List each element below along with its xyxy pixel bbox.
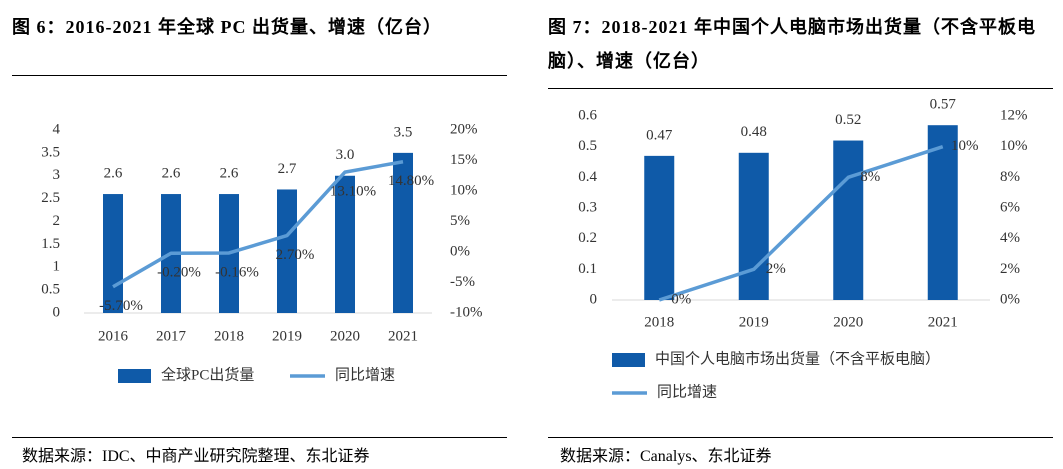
y-tick-label: 0.4: [578, 169, 597, 185]
data-label: 2.6: [220, 165, 239, 181]
y2-tick-label: -10%: [450, 304, 483, 320]
data-label: 3.0: [336, 147, 355, 163]
y2-tick-label: 0%: [450, 243, 470, 259]
y-tick-label: 0.3: [578, 199, 597, 215]
data-label: 0.48: [741, 124, 767, 140]
y2-tick-label: 8%: [1000, 169, 1020, 185]
x-tick-label: 2020: [330, 328, 360, 344]
x-tick-label: 2018: [214, 328, 244, 344]
data-label: 2.70%: [276, 247, 315, 263]
legend-swatch: [118, 369, 151, 383]
source-rule: [12, 437, 507, 438]
data-label: 2.7: [278, 161, 297, 177]
legend-label: 中国个人电脑市场出货量（不含平板电脑）: [655, 349, 940, 367]
data-label: 10%: [951, 138, 979, 154]
y-tick-label: 0.1: [578, 261, 597, 277]
y2-tick-label: 5%: [450, 213, 470, 229]
data-label: 2%: [766, 261, 786, 277]
data-label: -0.20%: [157, 265, 201, 281]
legend-swatch: [612, 353, 645, 367]
data-label: 0.52: [835, 112, 861, 128]
line: [658, 145, 944, 302]
x-tick-label: 2021: [388, 328, 418, 344]
data-label: 2.6: [162, 165, 181, 181]
y-tick-label: 2: [53, 213, 61, 229]
y2-tick-label: 2%: [1000, 261, 1020, 277]
bar: [393, 152, 413, 313]
y-tick-label: 0: [590, 291, 598, 307]
source-rule: [548, 437, 1053, 438]
data-label: 3.5: [394, 124, 413, 140]
y-tick-label: 1.5: [41, 236, 60, 252]
y2-tick-label: 6%: [1000, 199, 1020, 215]
data-label: 14.80%: [388, 173, 434, 189]
chart: 0 0.1 0.2 0.3 0.4 0.5 0.6 0% 2% 4% 6% 8% 10% 12% 2018 2…: [578, 97, 1028, 401]
data-label: 0%: [671, 291, 691, 307]
y-tick-label: 3.5: [41, 144, 60, 160]
bar: [738, 152, 769, 300]
data-label: 2.6: [104, 165, 123, 181]
x-tick-label: 2020: [833, 314, 863, 330]
y-tick-label: 0.5: [578, 138, 597, 154]
y2-tick-label: 15%: [450, 152, 478, 168]
y2-tick-label: 0%: [1000, 291, 1020, 307]
chart: 0 0.5 1 1.5 2 2.5 3 3.5 4 -10% -5% 0% 5% 10% 15% 20% 201…: [41, 121, 483, 383]
source: 数据来源：IDC、中商产业研究院整理、东北证券: [22, 448, 370, 465]
data-label: -0.16%: [215, 264, 259, 280]
data-label: 8%: [860, 169, 880, 185]
bar: [833, 140, 864, 300]
data-label: -5.70%: [99, 298, 143, 314]
y2-tick-label: 20%: [450, 121, 478, 137]
x-tick-label: 2018: [644, 314, 674, 330]
y-tick-label: 0.2: [578, 230, 597, 246]
chart-title: 图 6：2016-2021 年全球 PC 出货量、增速（亿台）: [12, 17, 442, 37]
source: 数据来源：Canalys、东北证券: [560, 448, 772, 465]
y2-tick-label: -5%: [450, 274, 475, 290]
y-tick-label: 2.5: [41, 190, 60, 206]
title-rule: [12, 75, 507, 76]
data-label: 13.10%: [330, 184, 376, 200]
bar: [335, 175, 355, 313]
bar: [644, 155, 675, 300]
bar: [103, 194, 123, 313]
line: [112, 159, 404, 289]
bar: [277, 189, 297, 313]
y-tick-label: 1: [53, 259, 61, 275]
y2-tick-label: 12%: [1000, 107, 1028, 123]
data-label: 0.57: [930, 97, 957, 113]
y-tick-label: 0.6: [578, 107, 597, 123]
chart-title: 图 7：2018-2021 年中国个人电脑市场出货量（不含平板电脑）、增速（亿台…: [548, 17, 1036, 71]
legend-label: 同比增速: [657, 383, 717, 400]
x-tick-label: 2019: [272, 328, 302, 344]
y2-tick-label: 4%: [1000, 230, 1020, 246]
y2-tick-label: 10%: [1000, 138, 1028, 154]
y-tick-label: 4: [53, 121, 61, 137]
y2-tick-label: 10%: [450, 182, 478, 198]
x-tick-label: 2016: [98, 328, 129, 344]
x-tick-label: 2019: [739, 314, 769, 330]
data-label: 0.47: [646, 127, 673, 143]
title-rule: [548, 88, 1053, 89]
x-tick-label: 2017: [156, 328, 187, 344]
legend-label: 同比增速: [335, 366, 395, 383]
x-tick-label: 2021: [928, 314, 958, 330]
y-tick-label: 0: [53, 304, 61, 320]
y-tick-label: 0.5: [41, 282, 60, 298]
legend-label: 全球PC出货量: [161, 365, 254, 383]
bar: [927, 125, 958, 300]
y-tick-label: 3: [53, 167, 61, 183]
